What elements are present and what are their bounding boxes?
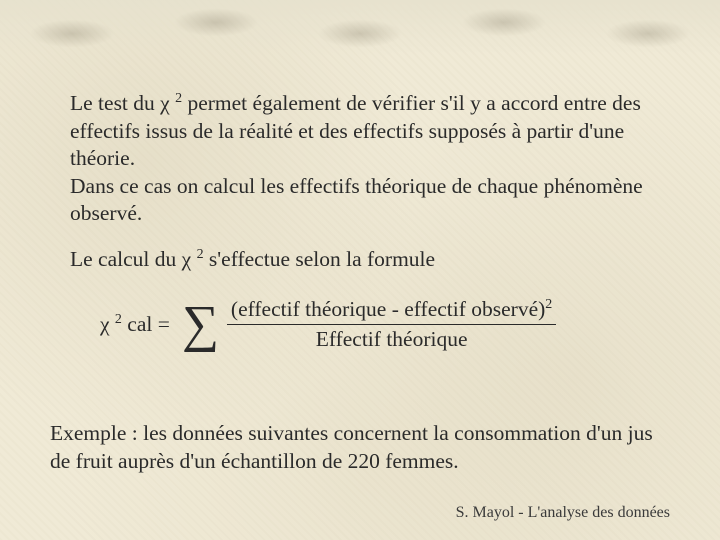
superscript-2: 2 <box>115 312 122 327</box>
superscript-2: 2 <box>197 246 204 261</box>
paragraph-intro: Le test du χ 2 permet également de vérif… <box>70 90 660 228</box>
example-text: Exemple : les données suivantes concerne… <box>50 421 653 473</box>
formula-numerator: (effectif théorique - effectif observé)2 <box>227 297 556 325</box>
paragraph-formula-intro: Le calcul du χ 2 s'effectue selon la for… <box>70 246 660 274</box>
formula-lhs: χ 2 cal = <box>100 312 170 337</box>
text-segment: Dans ce cas on calcul les effectifs théo… <box>70 174 643 226</box>
formula-cal-equals: cal = <box>122 312 170 336</box>
chi-symbol: χ <box>160 91 170 115</box>
text-segment: s'effectue selon la formule <box>204 247 436 271</box>
text-segment: Le test du <box>70 91 160 115</box>
sigma-symbol: ∑ <box>182 299 219 351</box>
superscript-2: 2 <box>545 297 552 312</box>
text-segment: Le calcul du <box>70 247 182 271</box>
chi-symbol: χ <box>182 247 192 271</box>
slide-content: Le test du χ 2 permet également de vérif… <box>70 90 660 380</box>
ornamental-top-border <box>0 0 720 56</box>
slide-footer: S. Mayol - L'analyse des données <box>456 504 670 522</box>
chi-square-formula: χ 2 cal = ∑ (effectif théorique - effect… <box>100 297 660 352</box>
formula-denominator: Effectif théorique <box>316 325 468 352</box>
paragraph-example: Exemple : les données suivantes concerne… <box>50 420 670 475</box>
formula-fraction: (effectif théorique - effectif observé)2… <box>227 297 556 352</box>
footer-text: S. Mayol - L'analyse des données <box>456 504 670 521</box>
chi-symbol: χ <box>100 312 110 336</box>
numerator-text: (effectif théorique - effectif observé) <box>231 297 545 321</box>
